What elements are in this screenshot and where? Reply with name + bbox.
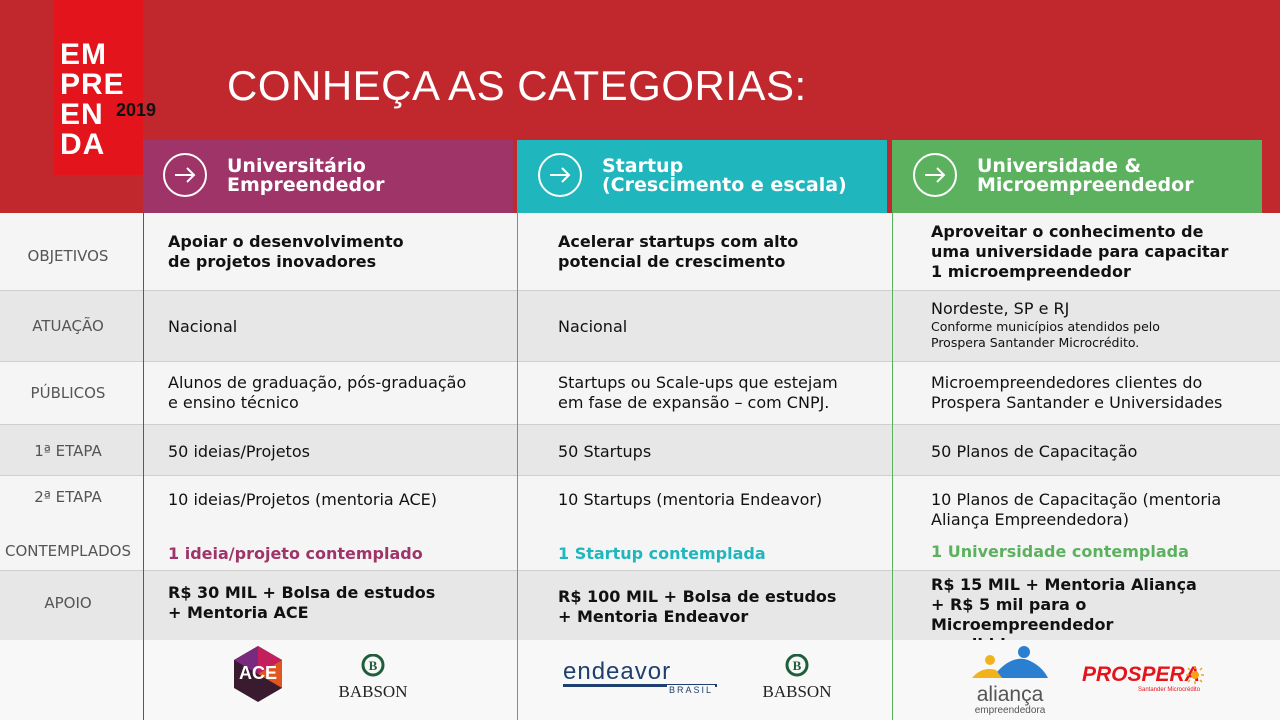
- ace-logo: ACE: [228, 644, 288, 704]
- etapa1-cell-2: 50 Startups: [558, 442, 652, 461]
- objetivos-cell-3: Aproveitar o conhecimento de uma univers…: [931, 222, 1229, 281]
- svg-text:B: B: [793, 658, 802, 673]
- atuacao-cell-1: Nacional: [168, 317, 238, 336]
- contemplados-cell-3: 1 Universidade contemplada: [931, 542, 1189, 561]
- row-publicos: PÚBLICOS Alunos de graduação, pós-gradua…: [0, 362, 1280, 424]
- row-label: ATUAÇÃO: [32, 317, 104, 335]
- atuacao-cell-2: Nacional: [558, 317, 628, 336]
- row-apoio: APOIO R$ 30 MIL + Bolsa de estudos + Men…: [0, 571, 1280, 654]
- babson-logo: B BABSON: [330, 653, 416, 701]
- etapa2-cell-1: 10 ideias/Projetos (mentoria ACE): [168, 490, 437, 509]
- objetivos-cell-1: Apoiar o desenvolvimento de projetos ino…: [168, 232, 404, 271]
- etapa2-cell-3: 10 Planos de Capacitação (mentoria Alian…: [931, 490, 1222, 529]
- arrow-right-icon: [538, 153, 582, 197]
- divider: [0, 424, 1280, 425]
- alianca-logo: aliança empreendedora: [962, 644, 1058, 716]
- category-universitario[interactable]: Universitário Empreendedor: [143, 140, 513, 213]
- empreenda-logo: EM PRE EN DA: [54, 0, 143, 175]
- etapa2-cell-2: 10 Startups (mentoria Endeavor): [558, 490, 823, 509]
- column-border: [143, 140, 144, 720]
- prospera-logo: PROSPERA Santander Microcrédito: [1082, 664, 1206, 704]
- row-objetivos: OBJETIVOS Apoiar o desenvolvimento de pr…: [0, 213, 1280, 290]
- contemplados-cell-1: 1 ideia/projeto contemplado: [168, 544, 423, 563]
- logo-text: EM PRE EN DA: [60, 38, 125, 161]
- etapa1-cell-1: 50 ideias/Projetos: [168, 442, 310, 461]
- publicos-cell-1: Alunos de graduação, pós-graduação e ens…: [168, 373, 467, 412]
- sun-icon: [1186, 666, 1204, 688]
- divider: [0, 570, 1280, 571]
- arrow-right-icon: [163, 153, 207, 197]
- divider: [0, 475, 1280, 476]
- apoio-cell-1: R$ 30 MIL + Bolsa de estudos + Mentoria …: [168, 583, 436, 622]
- svg-text:B: B: [369, 658, 378, 673]
- row-label: CONTEMPLADOS: [5, 542, 131, 560]
- endeavor-underline: [563, 684, 717, 687]
- endeavor-logo: ENDEAVOR BRASIL: [563, 660, 723, 700]
- divider: [0, 290, 1280, 291]
- category-label: Startup (Crescimento e escala): [602, 155, 847, 196]
- arrow-right-icon: [913, 153, 957, 197]
- column-border: [892, 140, 893, 720]
- row-label: 1ª ETAPA: [34, 442, 102, 460]
- row-label: PÚBLICOS: [30, 384, 106, 402]
- publicos-cell-2: Startups ou Scale-ups que estejam em fas…: [558, 373, 838, 412]
- objetivos-cell-2: Acelerar startups com alto potencial de …: [558, 232, 799, 271]
- babson-logo: B BABSON: [754, 653, 840, 701]
- publicos-cell-3: Microempreendedores clientes do Prospera…: [931, 373, 1223, 412]
- category-label: Universitário Empreendedor: [227, 155, 385, 196]
- row-label: OBJETIVOS: [27, 247, 109, 265]
- column-border: [517, 140, 518, 720]
- row-label: APOIO: [44, 594, 92, 612]
- row-atuacao: ATUAÇÃO Nacional Nacional Nordeste, SP e…: [0, 291, 1280, 361]
- page-title: CONHEÇA AS CATEGORIAS:: [227, 62, 807, 109]
- apoio-cell-2: R$ 100 MIL + Bolsa de estudos + Mentoria…: [558, 587, 837, 626]
- logo-year: 2019: [116, 100, 157, 120]
- atuacao-cell-3: Nordeste, SP e RJ Conforme municípios at…: [931, 299, 1160, 350]
- divider: [0, 361, 1280, 362]
- category-universidade[interactable]: Universidade & Microempreendedor: [893, 140, 1262, 213]
- row-etapa-2: 2ª ETAPA 10 ideias/Projetos (mentoria AC…: [0, 476, 1280, 538]
- partner-logos: ACE B BABSON ENDEAVOR BRASIL B BABSON al…: [0, 640, 1280, 720]
- etapa1-cell-3: 50 Planos de Capacitação: [931, 442, 1138, 461]
- row-contemplados: CONTEMPLADOS 1 ideia/projeto contemplado…: [0, 538, 1280, 570]
- category-label: Universidade & Microempreendedor: [977, 155, 1194, 196]
- category-startup[interactable]: Startup (Crescimento e escala): [518, 140, 887, 213]
- contemplados-cell-2: 1 Startup contemplada: [558, 544, 766, 563]
- row-label: 2ª ETAPA: [34, 488, 102, 506]
- row-etapa-1: 1ª ETAPA 50 ideias/Projetos 50 Startups …: [0, 425, 1280, 475]
